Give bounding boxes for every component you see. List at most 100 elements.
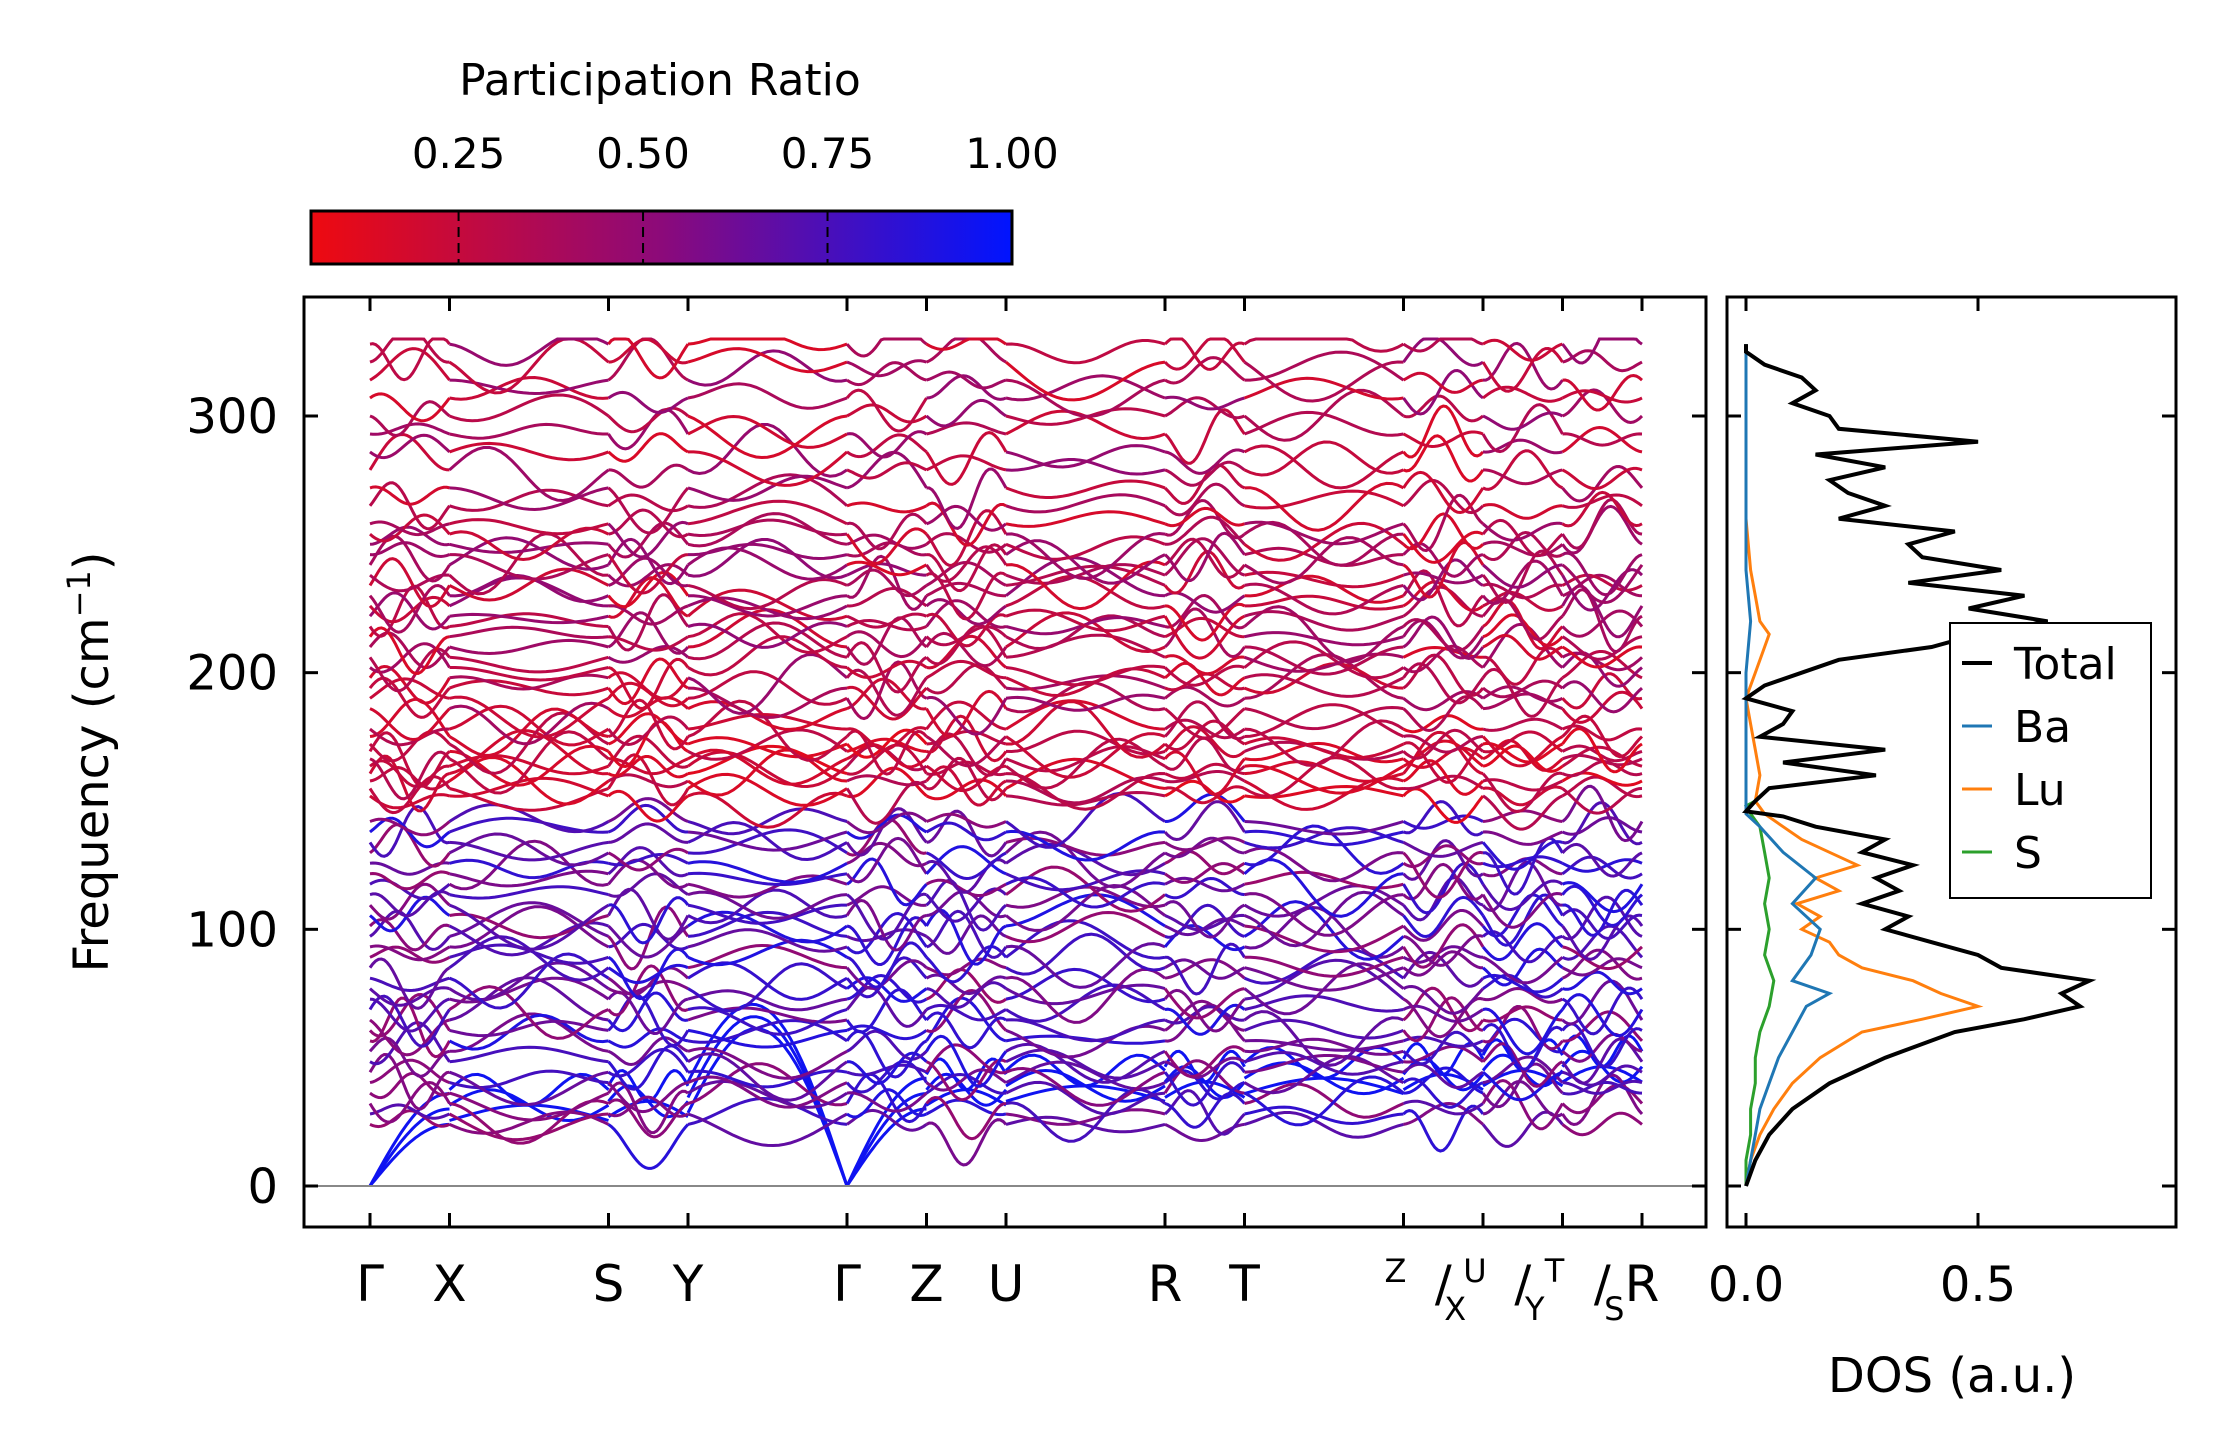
optical-branch <box>1562 1010 1644 1043</box>
optical-branch <box>1005 865 1166 913</box>
optical-branch <box>369 400 451 438</box>
optical-branch <box>369 347 451 382</box>
optical-branch <box>925 337 1007 351</box>
optical-branch <box>846 857 928 907</box>
optical-branch <box>1482 973 1564 994</box>
optical-branch <box>448 1112 609 1142</box>
optical-branch <box>369 337 451 382</box>
optical-branch <box>1561 884 1644 927</box>
optical-branch <box>369 997 450 1033</box>
optical-branch <box>1482 1079 1564 1118</box>
optical-branch <box>1482 1005 1563 1023</box>
optical-branch <box>1164 862 1246 884</box>
optical-branch <box>845 959 928 990</box>
optical-branch <box>925 599 1007 629</box>
optical-branch <box>845 1072 928 1124</box>
optical-branch <box>368 882 451 921</box>
optical-branch <box>687 928 848 953</box>
optical-branch <box>369 909 451 951</box>
optical-branch <box>1562 945 1643 971</box>
optical-branch <box>1164 792 1246 823</box>
optical-branch <box>449 526 610 562</box>
optical-branch <box>448 567 610 602</box>
dos-x-tick-label: 0.5 <box>1940 1257 2016 1313</box>
optical-branch <box>1005 775 1166 805</box>
optical-branch <box>1244 350 1405 382</box>
optical-branch <box>846 461 928 480</box>
optical-branch <box>1561 816 1643 836</box>
optical-branch <box>1402 1035 1484 1048</box>
optical-branch <box>1402 950 1483 977</box>
optical-branch <box>1482 794 1564 831</box>
optical-branch <box>368 957 451 1010</box>
optical-branch <box>1562 432 1643 447</box>
optical-branch <box>1005 479 1166 499</box>
optical-branch <box>1481 1042 1564 1088</box>
optical-branch <box>926 421 1007 436</box>
optical-branch <box>449 976 609 1022</box>
optical-branch <box>846 587 928 608</box>
optical-branch <box>368 1036 450 1078</box>
optical-branch <box>1402 690 1484 712</box>
optical-branch <box>607 1098 689 1139</box>
optical-branch <box>607 847 689 872</box>
optical-branch <box>1005 771 1166 811</box>
acoustic-branch <box>1481 1038 1564 1073</box>
optical-branch <box>846 1063 928 1077</box>
optical-branch <box>1244 520 1404 546</box>
optical-branch <box>1005 633 1166 659</box>
optical-branch <box>1244 1111 1404 1139</box>
optical-branch <box>1402 839 1484 881</box>
optical-branch <box>845 668 928 717</box>
optical-branch <box>1163 725 1246 759</box>
optical-branch <box>1481 559 1564 606</box>
optical-branch <box>687 910 848 938</box>
k-point-label: T <box>1544 1252 1565 1290</box>
optical-branch <box>448 832 610 867</box>
optical-branch <box>449 441 609 462</box>
optical-branch <box>1561 727 1643 774</box>
optical-branch <box>1482 646 1564 686</box>
optical-branch <box>1164 460 1246 487</box>
optical-branch <box>1481 1022 1564 1071</box>
optical-branch <box>608 853 689 867</box>
optical-branch <box>369 707 451 742</box>
optical-branch <box>369 727 450 747</box>
optical-branch <box>607 390 689 415</box>
optical-branch <box>687 807 848 836</box>
optical-branch <box>1243 388 1405 442</box>
optical-branch <box>925 732 1008 777</box>
optical-branch <box>1244 829 1404 847</box>
optical-branch <box>1164 779 1246 804</box>
optical-branch <box>925 398 1007 428</box>
optical-branch <box>1481 771 1563 814</box>
optical-branch <box>1163 337 1246 371</box>
optical-branch <box>845 641 928 694</box>
optical-branch <box>1243 536 1404 585</box>
optical-branch <box>925 765 1007 807</box>
optical-branch <box>1164 707 1246 740</box>
optical-branch <box>1244 594 1404 611</box>
optical-branch <box>846 659 928 679</box>
optical-branch <box>1163 987 1245 1020</box>
optical-branch <box>1005 360 1166 402</box>
optical-branch <box>687 820 848 862</box>
optical-branch <box>449 885 609 900</box>
optical-branch <box>925 735 1008 768</box>
optical-branch <box>687 670 848 706</box>
optical-branch <box>1561 466 1643 490</box>
y-tick-label: 0 <box>247 1159 278 1215</box>
optical-branch <box>925 689 1008 738</box>
optical-branch <box>608 337 689 365</box>
optical-branch <box>1164 1003 1246 1036</box>
optical-branch <box>687 596 848 621</box>
optical-branch <box>449 488 609 512</box>
optical-branch <box>1164 836 1246 852</box>
optical-branch <box>1482 1070 1564 1102</box>
optical-branch <box>925 501 1007 547</box>
k-point-label: T <box>1228 1255 1260 1313</box>
optical-branch <box>1402 986 1485 1033</box>
optical-branch <box>448 445 610 503</box>
optical-branch <box>369 750 451 801</box>
optical-branch <box>687 1112 848 1148</box>
